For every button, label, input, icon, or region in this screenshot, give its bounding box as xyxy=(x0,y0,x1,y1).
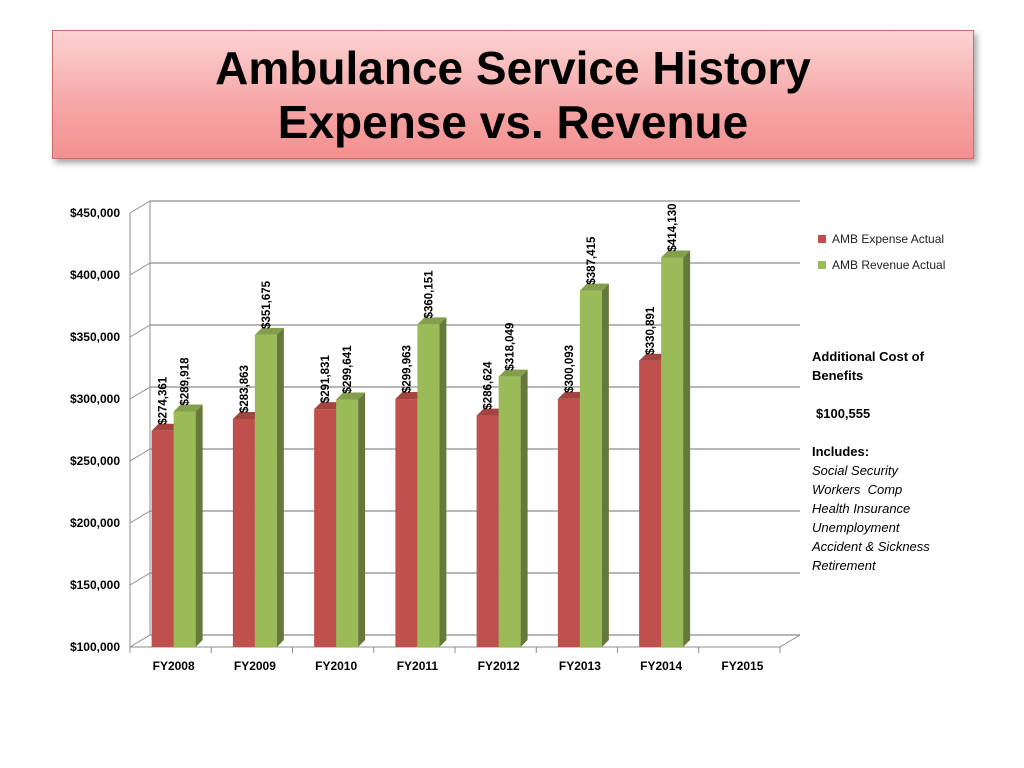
bar-top xyxy=(476,408,506,416)
data-label: $300,093 xyxy=(564,345,576,393)
y-tick-label: $300,000 xyxy=(70,392,120,406)
legend-label-revenue: AMB Revenue Actual xyxy=(832,258,946,272)
floor-right-edge xyxy=(779,634,801,648)
x-tick-label: FY2012 xyxy=(478,659,520,673)
data-label: $414,130 xyxy=(667,204,679,252)
x-tick-label: FY2015 xyxy=(721,659,763,673)
data-label: $387,415 xyxy=(586,236,598,285)
data-label: $351,675 xyxy=(261,280,273,329)
bar xyxy=(557,398,580,647)
y-tick-label: $200,000 xyxy=(70,516,120,530)
notes-item: Unemployment xyxy=(812,520,900,535)
legend-item-expense: AMB Expense Actual xyxy=(818,226,945,252)
data-label: $283,863 xyxy=(239,365,251,413)
bar-top xyxy=(395,392,425,400)
bar-top xyxy=(639,353,669,361)
bar-top xyxy=(232,412,262,420)
bar xyxy=(579,290,602,647)
data-label: $330,891 xyxy=(645,306,657,355)
bar-top xyxy=(498,369,528,377)
notes-item: Retirement xyxy=(812,558,876,573)
benefits-notes: Additional Cost of Benefits $100,555 Inc… xyxy=(812,347,942,575)
notes-item: Health Insurance xyxy=(812,501,911,516)
bar-top xyxy=(417,317,447,325)
bar-top xyxy=(557,391,587,399)
x-tick-label: FY2009 xyxy=(234,659,276,673)
bar xyxy=(173,411,196,647)
data-label: $286,624 xyxy=(483,361,495,410)
title-banner: Ambulance Service History Expense vs. Re… xyxy=(52,30,974,159)
gridline-diagonal xyxy=(129,200,151,214)
notes-amount: $100,555 xyxy=(816,406,871,421)
y-tick-label: $450,000 xyxy=(70,206,120,220)
bar-top xyxy=(336,392,366,400)
gridline-diagonal xyxy=(129,510,151,524)
bar xyxy=(476,415,499,647)
data-label: $291,831 xyxy=(320,355,332,404)
bar xyxy=(395,399,418,647)
x-tick-label: FY2008 xyxy=(153,659,195,673)
bar-top xyxy=(579,283,609,291)
bar xyxy=(417,324,440,647)
bar-side xyxy=(520,369,528,647)
title-line-2: Expense vs. Revenue xyxy=(277,95,749,148)
notes-item: Social Security xyxy=(812,463,898,478)
bar-side xyxy=(601,283,609,647)
bar-side xyxy=(439,317,447,647)
data-label: $289,918 xyxy=(180,357,192,406)
bar xyxy=(639,360,662,647)
y-tick-label: $350,000 xyxy=(70,330,120,344)
data-label: $360,151 xyxy=(423,270,435,319)
bar-top xyxy=(254,327,284,335)
bar-side xyxy=(358,392,366,647)
y-tick-label: $100,000 xyxy=(70,640,120,654)
bar xyxy=(314,409,337,647)
gridline-diagonal xyxy=(129,634,151,648)
notes-item: Workers Comp xyxy=(812,482,903,497)
x-tick-label: FY2010 xyxy=(315,659,357,673)
title-line-1: Ambulance Service History xyxy=(215,41,811,94)
legend-item-revenue: AMB Revenue Actual xyxy=(818,252,945,278)
y-tick-label: $400,000 xyxy=(70,268,120,282)
bar-top xyxy=(314,402,344,410)
x-tick-label: FY2014 xyxy=(640,659,682,673)
data-label: $299,641 xyxy=(342,345,354,394)
bar-side xyxy=(195,404,203,647)
legend-swatch-revenue xyxy=(818,261,826,269)
data-label: $318,049 xyxy=(505,323,517,371)
y-tick-label: $150,000 xyxy=(70,578,120,592)
bar xyxy=(151,430,174,647)
bar xyxy=(336,399,359,647)
chart-legend: AMB Expense Actual AMB Revenue Actual xyxy=(818,226,945,278)
data-label: $299,963 xyxy=(401,345,413,393)
bar xyxy=(254,334,277,647)
bar-top xyxy=(173,404,203,412)
notes-includes-label: Includes: xyxy=(812,444,870,459)
data-label: $274,361 xyxy=(158,376,170,425)
notes-heading: Additional Cost of Benefits xyxy=(812,349,924,383)
bar xyxy=(498,376,521,647)
x-tick-label: FY2013 xyxy=(559,659,601,673)
legend-label-expense: AMB Expense Actual xyxy=(832,232,945,246)
bar xyxy=(661,257,684,647)
gridline-diagonal xyxy=(129,324,151,338)
bar-side xyxy=(276,327,284,647)
bar-side xyxy=(683,250,691,647)
gridline-diagonal xyxy=(129,386,151,400)
y-tick-label: $250,000 xyxy=(70,454,120,468)
bar-top xyxy=(151,423,181,431)
bar-top xyxy=(661,250,691,258)
legend-swatch-expense xyxy=(818,235,826,243)
x-tick-label: FY2011 xyxy=(397,659,439,673)
bar xyxy=(232,419,255,647)
gridline-diagonal xyxy=(129,572,151,586)
gridline-diagonal xyxy=(129,448,151,462)
notes-item: Accident & Sickness xyxy=(812,539,930,554)
gridline-diagonal xyxy=(129,262,151,276)
